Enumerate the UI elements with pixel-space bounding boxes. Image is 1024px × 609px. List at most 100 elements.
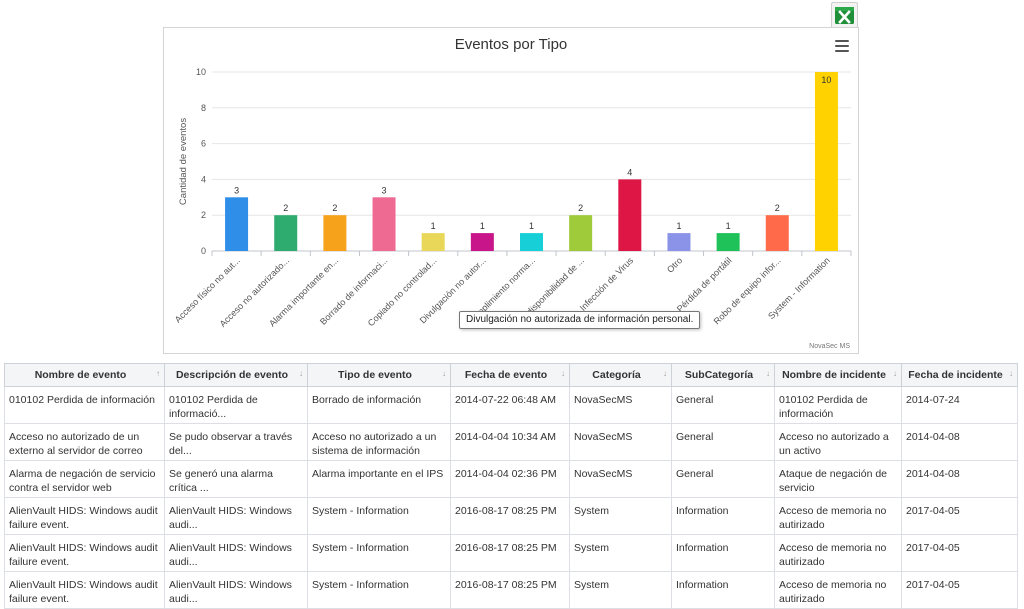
data-label: 10 — [821, 75, 831, 85]
bar[interactable] — [667, 233, 691, 251]
column-header-label: Nombre de evento — [34, 369, 127, 381]
sort-arrow-icon[interactable]: ↓ — [299, 369, 303, 378]
table-cell: Borrado de información — [307, 386, 451, 424]
table-cell: System - Information — [307, 571, 451, 609]
y-tick-label: 8 — [201, 103, 206, 113]
table-cell: Acceso no autorizado a un sistema de inf… — [307, 423, 451, 461]
column-header-label: Nombre de incidente — [782, 369, 886, 381]
table-cell: 2014-04-04 02:36 PM — [450, 460, 570, 498]
table-header-row: Nombre de evento ↑ Descripción de evento ↓ T… — [4, 363, 1018, 387]
column-header-label: Tipo de evento — [338, 369, 412, 381]
column-header[interactable]: SubCategoría ↓ — [671, 363, 775, 387]
y-tick-label: 0 — [201, 246, 206, 256]
table-cell: System - Information — [307, 497, 451, 535]
data-label: 2 — [283, 203, 288, 213]
table-cell: AlienVault HIDS: Windows audit failure e… — [4, 534, 165, 572]
table-row[interactable]: AlienVault HIDS: Windows audit failure e… — [4, 571, 1018, 609]
sort-arrow-icon[interactable]: ↓ — [442, 369, 446, 378]
bar[interactable] — [618, 179, 642, 251]
column-header[interactable]: Fecha de incidente ↓ — [901, 363, 1018, 387]
bar[interactable] — [569, 215, 593, 251]
data-label: 1 — [726, 221, 731, 231]
data-label: 2 — [578, 203, 583, 213]
table-cell: System — [569, 571, 672, 609]
sort-arrow-icon[interactable]: ↓ — [1009, 369, 1013, 378]
table-cell: 010102 Perdida de información — [774, 386, 902, 424]
column-header[interactable]: Categoría ↓ — [569, 363, 672, 387]
bar[interactable] — [372, 197, 396, 251]
data-label: 1 — [480, 221, 485, 231]
column-header[interactable]: Descripción de evento ↓ — [164, 363, 308, 387]
events-table: Nombre de evento ↑ Descripción de evento ↓ T… — [4, 363, 1018, 609]
chart-tooltip: Divulgación no autorizada de información… — [459, 311, 701, 329]
table-row[interactable]: Acceso no autorizado de un externo al se… — [4, 423, 1018, 461]
column-header[interactable]: Nombre de incidente ↓ — [774, 363, 902, 387]
table-row[interactable]: 010102 Perdida de información 010102 Perd… — [4, 386, 1018, 424]
table-cell: Acceso no autorizado a un activo — [774, 423, 902, 461]
table-cell: 2014-07-22 06:48 AM — [450, 386, 570, 424]
export-excel-button[interactable] — [831, 2, 858, 29]
bar[interactable] — [814, 72, 838, 251]
bar[interactable] — [323, 215, 347, 251]
chart-panel: 0 2 4 6 8 10 Cantidad de eventos 3 Acceso físico… — [163, 27, 859, 354]
bar[interactable] — [421, 233, 445, 251]
table-cell: 010102 Perdida de información — [4, 386, 165, 424]
table-cell: AlienVault HIDS: Windows audi... — [164, 534, 308, 572]
table-cell: AlienVault HIDS: Windows audit failure e… — [4, 571, 165, 609]
table-cell: 2014-04-08 — [901, 460, 1018, 498]
sort-arrow-icon[interactable]: ↓ — [893, 369, 897, 378]
table-cell: 2014-07-24 — [901, 386, 1018, 424]
data-label: 2 — [775, 203, 780, 213]
table-cell: 2017-04-05 — [901, 571, 1018, 609]
table-cell: Acceso de memoria no autirizado — [774, 497, 902, 535]
y-tick-label: 6 — [201, 139, 206, 149]
sort-arrow-icon[interactable]: ↓ — [766, 369, 770, 378]
table-cell: Acceso no autorizado de un externo al se… — [4, 423, 165, 461]
bar[interactable] — [470, 233, 494, 251]
table-cell: General — [671, 460, 775, 498]
table-cell: System — [569, 497, 672, 535]
column-header-label: Fecha de incidente — [908, 369, 1003, 381]
data-label: 3 — [234, 185, 239, 195]
bar[interactable] — [765, 215, 789, 251]
column-header[interactable]: Fecha de evento ↓ — [450, 363, 570, 387]
y-axis-label: Cantidad de eventos — [178, 118, 189, 205]
table-cell: Information — [671, 497, 775, 535]
sort-arrow-icon[interactable]: ↑ — [156, 369, 160, 378]
table-cell: NovaSecMS — [569, 386, 672, 424]
table-cell: System - Information — [307, 534, 451, 572]
data-label: 2 — [332, 203, 337, 213]
data-label: 3 — [382, 185, 387, 195]
table-cell: AlienVault HIDS: Windows audi... — [164, 571, 308, 609]
table-cell: 2017-04-05 — [901, 534, 1018, 572]
sort-arrow-icon[interactable]: ↓ — [663, 369, 667, 378]
column-header[interactable]: Tipo de evento ↓ — [307, 363, 451, 387]
bar[interactable] — [520, 233, 543, 251]
table-cell: 010102 Perdida de informació... — [164, 386, 308, 424]
table-cell: General — [671, 423, 775, 461]
table-cell: Information — [671, 571, 775, 609]
bar[interactable] — [716, 233, 740, 251]
sort-arrow-icon[interactable]: ↓ — [561, 369, 565, 378]
table-cell: AlienVault HIDS: Windows audit failure e… — [4, 497, 165, 535]
column-header-label: Descripción de evento — [175, 369, 289, 381]
column-header[interactable]: Nombre de evento ↑ — [4, 363, 165, 387]
table-cell: 2017-04-05 — [901, 497, 1018, 535]
table-cell: 2016-08-17 08:25 PM — [450, 571, 570, 609]
table-cell: Se generó una alarma crítica ... — [164, 460, 308, 498]
table-cell: General — [671, 386, 775, 424]
table-cell: Information — [671, 534, 775, 572]
bar[interactable] — [274, 215, 298, 251]
table-cell: 2016-08-17 08:25 PM — [450, 497, 570, 535]
bar[interactable] — [225, 197, 249, 251]
table-row[interactable]: AlienVault HIDS: Windows audit failure e… — [4, 497, 1018, 535]
hamburger-menu-icon[interactable] — [835, 40, 849, 52]
table-cell: System — [569, 534, 672, 572]
chart-credit: NovaSec MS — [809, 343, 850, 350]
table-row[interactable]: AlienVault HIDS: Windows audit failure e… — [4, 534, 1018, 572]
table-cell: AlienVault HIDS: Windows audi... — [164, 497, 308, 535]
table-cell: Se pudo observar a través del... — [164, 423, 308, 461]
table-row[interactable]: Alarma de negación de servicio contra el… — [4, 460, 1018, 498]
y-tick-label: 4 — [201, 174, 206, 184]
y-tick-label: 2 — [201, 210, 206, 220]
